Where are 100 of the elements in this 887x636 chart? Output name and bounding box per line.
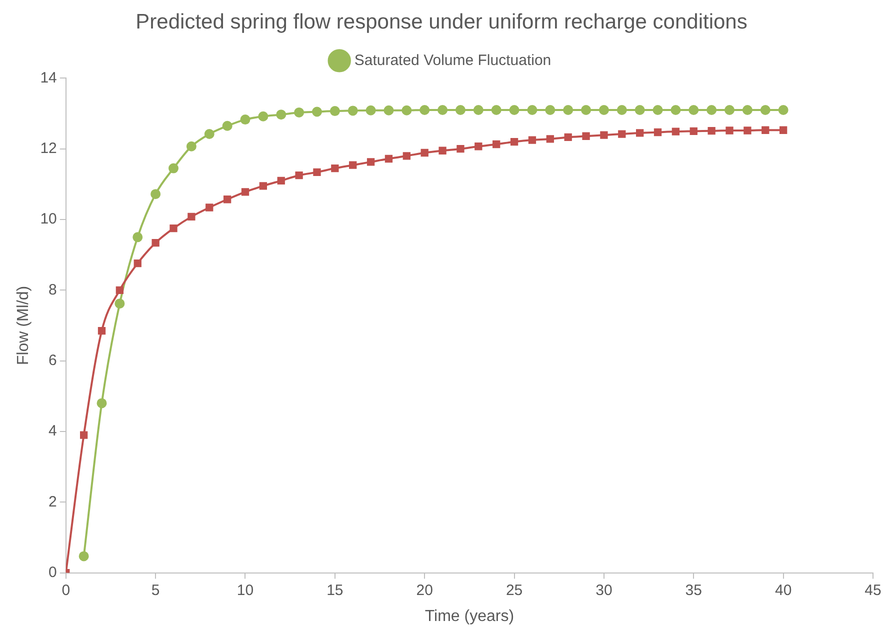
point [634,104,645,115]
point [186,141,196,152]
point [98,326,106,335]
x-tick-label: 20 [416,582,433,599]
point [563,104,574,115]
y-tick-label: 4 [48,422,57,440]
point [259,182,268,190]
point [455,104,466,115]
point [206,204,214,212]
point [134,259,142,268]
point [652,104,663,115]
point [473,104,484,115]
point [152,239,160,247]
x-tick-label: 40 [774,582,792,599]
x-tick-label: 0 [62,582,70,599]
point [672,128,680,136]
point [708,127,716,135]
point [742,104,752,115]
point [366,158,375,166]
y-tick-label: 12 [40,140,57,157]
point [241,188,250,196]
point [509,104,520,115]
x-tick-label: 5 [151,582,160,599]
y-tick-label: 6 [48,352,57,369]
point [616,104,627,115]
point [188,212,196,221]
point [760,104,770,115]
point [258,111,268,122]
y-tick-label: 14 [40,69,57,86]
point [527,104,538,115]
point [582,132,590,140]
x-tick-label: 30 [596,582,612,599]
point [726,126,734,134]
y-tick-label: 2 [48,493,57,510]
point [492,140,500,148]
point [636,129,644,137]
point [331,164,339,172]
point [402,152,410,160]
point [779,126,788,134]
point [312,106,322,117]
x-tick-label: 35 [685,582,702,599]
point [762,126,770,134]
point [330,106,340,116]
point [384,154,393,163]
point [78,551,89,562]
point [80,431,88,439]
point [545,104,556,115]
point [438,104,448,115]
point [546,135,554,143]
point [150,189,161,200]
point [349,161,357,169]
point [600,131,608,139]
point [491,104,502,115]
x-tick-label: 10 [236,582,254,599]
point [222,120,232,131]
point [690,127,698,136]
y-tick-label: 10 [40,210,57,228]
point [618,130,626,138]
point [223,196,232,204]
point [384,105,394,116]
point [276,110,286,120]
y-tick-label: 8 [48,281,57,298]
point [294,107,304,118]
chart-title: Predicted spring flow response under uniform recharge conditions [136,10,748,34]
point [670,104,681,115]
point [313,168,321,176]
point [598,104,609,115]
y-axis-title: Flow (Ml/d) [15,286,32,366]
point [474,142,482,150]
point [402,105,412,116]
point [366,105,376,116]
y-tick-label: 0 [48,564,57,581]
legend-label: Saturated Volume Fluctuation [354,52,552,69]
point [581,104,592,115]
point [96,398,107,408]
point [170,224,178,232]
point [348,106,358,116]
x-tick-label: 25 [506,582,523,599]
point [420,104,430,115]
x-tick-label: 45 [864,582,882,599]
point [528,136,536,144]
point [295,172,303,180]
point [438,146,446,154]
point [240,114,250,125]
point [277,176,285,184]
point [510,138,518,146]
point [132,232,143,242]
point [744,126,752,134]
point [456,145,464,153]
point [564,133,572,142]
x-tick-label: 15 [326,582,344,599]
x-axis-title: Time (years) [424,608,514,625]
point [654,128,662,136]
point [778,104,788,115]
point [706,104,717,115]
point [168,163,178,174]
point [204,129,214,140]
point [724,104,735,115]
point [114,298,125,309]
point [116,286,124,294]
